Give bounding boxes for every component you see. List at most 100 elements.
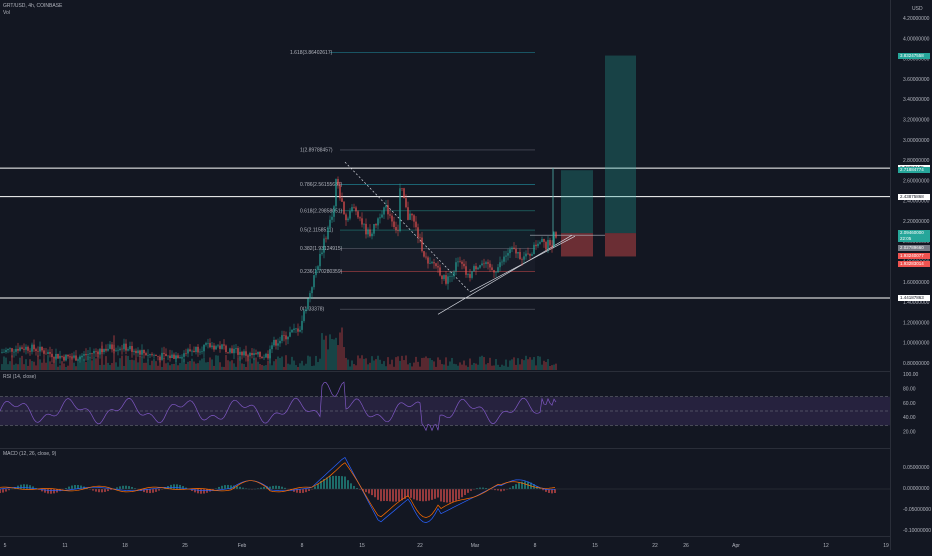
time-axis[interactable]: 5 11 18 25 Feb 8 15 22 Mar 8 15 22 26 Apr 12 19 — [0, 536, 890, 551]
candle-body — [137, 350, 139, 354]
candle-body — [5, 350, 7, 352]
volume-bar — [373, 360, 375, 370]
macd-histogram-bar — [503, 489, 505, 491]
candle-body — [101, 348, 103, 353]
candle-body — [351, 207, 353, 212]
macd-histogram-bar — [179, 484, 181, 489]
candle-body — [467, 274, 469, 275]
price-tick-label: 3.40000000 — [903, 97, 930, 103]
macd-histogram-bar — [359, 489, 361, 490]
time-tick-label: 22 — [652, 543, 658, 549]
volume-bar — [299, 363, 301, 370]
candle-body — [435, 263, 437, 267]
volume-bar — [507, 366, 509, 370]
price-axis[interactable]: 4.20000000 4.00000000 3.80000000 3.60000000… — [890, 0, 932, 550]
volume-bar — [323, 339, 325, 370]
price-pane[interactable]: 1.618(3.86402617) 1(2.89788457) 0.786(2.56… — [0, 0, 890, 370]
volume-bar — [1, 364, 3, 370]
volume-bar — [379, 359, 381, 370]
candle-body — [371, 233, 373, 237]
volume-bar — [157, 365, 159, 370]
rsi-pane[interactable] — [0, 371, 890, 448]
candle-body — [303, 311, 305, 321]
macd-histogram-bar — [347, 480, 349, 489]
candle-body — [209, 343, 211, 348]
candle-body — [225, 345, 227, 353]
volume-bar — [515, 364, 517, 370]
candle-body — [73, 355, 75, 358]
candle-body — [319, 254, 321, 267]
volume-bar — [491, 365, 493, 370]
volume-bar — [93, 357, 95, 370]
macd-histogram-bar — [125, 485, 127, 489]
candle-body — [301, 320, 303, 330]
volume-bar — [107, 362, 109, 370]
volume-bar — [489, 357, 491, 370]
macd-histogram-bar — [107, 489, 109, 492]
volume-bar — [207, 362, 209, 370]
volume-bar — [175, 355, 177, 370]
candle-body — [9, 348, 11, 349]
candle-body — [349, 211, 351, 219]
volume-bar — [17, 364, 19, 370]
volume-bar — [113, 335, 115, 370]
volume-bar — [217, 355, 219, 370]
long-position-stop — [561, 233, 593, 257]
candle-body — [75, 355, 77, 361]
volume-bar — [383, 361, 385, 370]
candle-body — [431, 262, 433, 264]
candle-body — [297, 328, 299, 332]
price-tick-label: 2.60000000 — [903, 178, 930, 184]
macd-chart[interactable] — [0, 449, 890, 537]
candle-body — [499, 262, 501, 268]
volume-bar — [377, 355, 379, 370]
candle-body — [231, 348, 233, 354]
macd-histogram-bar — [122, 485, 124, 489]
volume-bar — [97, 355, 99, 370]
candle-body — [129, 346, 131, 350]
price-tick-label: 3.60000000 — [903, 77, 930, 83]
macd-histogram-bar — [482, 487, 484, 489]
candle-body — [197, 346, 199, 353]
candle-body — [449, 276, 451, 277]
macd-histogram-bar — [116, 487, 118, 489]
volume-bar — [381, 363, 383, 370]
candle-body — [421, 237, 423, 252]
volume-bar — [237, 357, 239, 370]
volume-bar — [347, 359, 349, 370]
candle-body — [549, 239, 551, 246]
macd-histogram-bar — [155, 489, 157, 492]
volume-bar — [279, 357, 281, 370]
macd-histogram-bar — [65, 488, 67, 489]
volume-bar — [9, 361, 11, 370]
candle-body — [195, 346, 197, 352]
price-chart[interactable]: 1.618(3.86402617) 1(2.89788457) 0.786(2.56… — [0, 0, 890, 370]
volume-bar — [303, 365, 305, 370]
macd-histogram-bar — [350, 483, 352, 489]
macd-histogram-bar — [269, 486, 271, 489]
macd-histogram-bar — [500, 489, 502, 492]
price-tag: 2.71884774 — [898, 167, 930, 174]
candle-body — [271, 345, 273, 350]
candle-body — [317, 266, 319, 271]
candle-body — [405, 198, 407, 208]
candle-body — [177, 355, 179, 359]
volume-bar — [421, 357, 423, 370]
candle-body — [141, 349, 143, 355]
volume-bar — [551, 365, 553, 370]
macd-histogram-bar — [539, 488, 541, 489]
candle-body — [377, 218, 379, 226]
rsi-chart[interactable] — [0, 372, 890, 448]
volume-bar — [245, 366, 247, 370]
volume-bar — [391, 359, 393, 370]
candle-body — [535, 244, 537, 247]
volume-bar — [209, 357, 211, 370]
macd-histogram-bar — [365, 489, 367, 493]
volume-bar — [19, 357, 21, 370]
macd-pane[interactable] — [0, 448, 890, 537]
candle-body — [331, 216, 333, 220]
price-tick-label: 3.20000000 — [903, 117, 930, 123]
macd-histogram-bar — [389, 489, 391, 502]
candle-body — [7, 348, 9, 351]
candle-body — [511, 247, 513, 250]
